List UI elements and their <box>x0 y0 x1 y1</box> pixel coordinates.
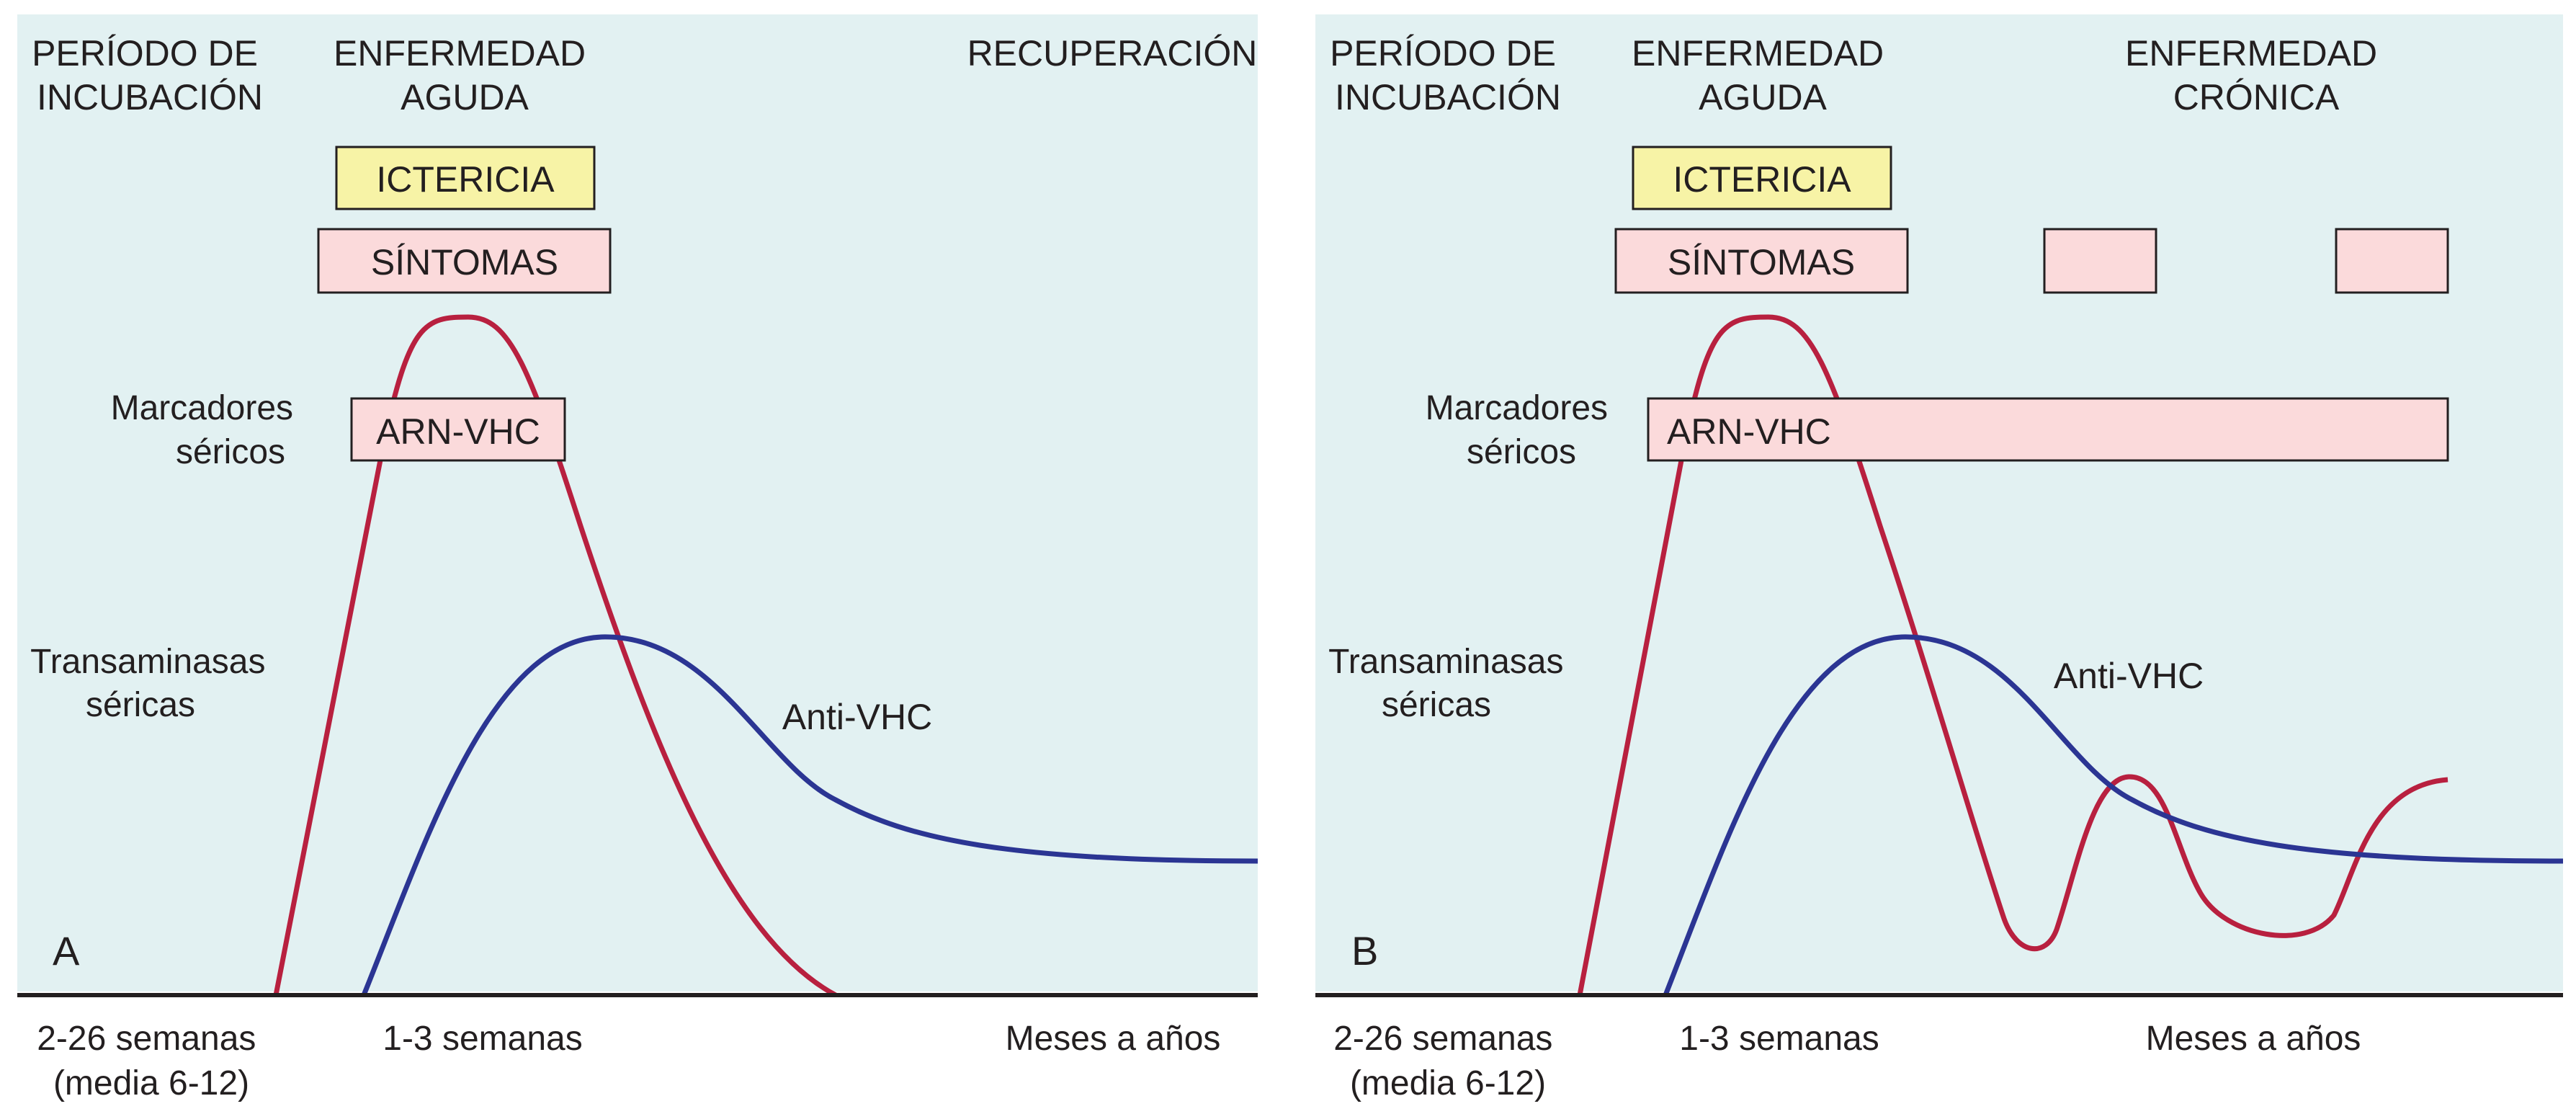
marcadores-label-b: Marcadores séricos <box>1426 389 1618 471</box>
phase-aguda-label-a: ENFERMEDAD AGUDA <box>334 33 596 117</box>
tick-aguda-a: 1-3 semanas <box>383 1020 582 1058</box>
arn-vhc-label-b: ARN-VHC <box>1667 411 1831 452</box>
anti-vhc-line-b <box>1663 634 2564 997</box>
panel-a: PERÍODO DE INCUBACIÓN ENFERMEDAD AGUDA R… <box>17 14 1258 1102</box>
anti-vhc-label-a: Anti-VHC <box>782 697 932 737</box>
phase-cronica-label-b: ENFERMEDAD CRÓNICA <box>2125 33 2387 117</box>
phase-incubacion-label-b: PERÍODO DE INCUBACIÓN <box>1330 33 1566 117</box>
ictericia-bar-b <box>1632 146 1892 210</box>
tick-tardio-a: Meses a años <box>1006 1020 1221 1058</box>
ictericia-bar-a <box>335 146 596 210</box>
tick-aguda-b: 1-3 semanas <box>1679 1020 1879 1058</box>
ictericia-label-b: ICTERICIA <box>1673 159 1851 200</box>
panel-b-background <box>1315 14 2563 992</box>
sintomas-bar-a <box>317 228 612 294</box>
phase-recuperacion-label-a: RECUPERACIÓN <box>967 33 1258 73</box>
tick-incubacion-b: 2-26 semanas (media 6-12) <box>1333 1020 1562 1102</box>
panel-letter-b: B <box>1351 928 1378 973</box>
anti-vhc-line-a <box>361 634 1258 997</box>
ictericia-label-a: ICTERICIA <box>376 159 555 200</box>
sintomas-episode-bar-b-3 <box>2335 228 2449 294</box>
anti-vhc-label-b: Anti-VHC <box>2054 656 2204 696</box>
arn-vhc-bar-b <box>1647 397 2449 462</box>
transaminasas-label-b: Transaminasas séricas <box>1328 643 1573 724</box>
arn-vhc-label-a: ARN-VHC <box>376 411 540 452</box>
arn-vhc-bar-a <box>350 397 566 462</box>
transaminasas-label-a: Transaminasas séricas <box>30 643 275 724</box>
phase-aguda-label-b: ENFERMEDAD AGUDA <box>1632 33 1894 117</box>
panel-b: PERÍODO DE INCUBACIÓN ENFERMEDAD AGUDA E… <box>1315 14 2564 1102</box>
tick-tardio-b: Meses a años <box>2146 1020 2361 1058</box>
phase-incubacion-label-a: PERÍODO DE INCUBACIÓN <box>32 33 268 117</box>
sintomas-label-b: SÍNTOMAS <box>1668 242 1855 282</box>
tick-incubacion-a: 2-26 semanas (media 6-12) <box>37 1020 266 1102</box>
sintomas-label-a: SÍNTOMAS <box>371 242 558 282</box>
panel-a-background <box>17 14 1258 992</box>
sintomas-episode-bar-b-2 <box>2043 228 2157 294</box>
marcadores-label-a: Marcadores séricos <box>111 389 303 471</box>
sintomas-bar-b <box>1614 228 1909 294</box>
transaminasas-line-b <box>1577 314 2448 996</box>
panel-letter-a: A <box>53 928 80 973</box>
